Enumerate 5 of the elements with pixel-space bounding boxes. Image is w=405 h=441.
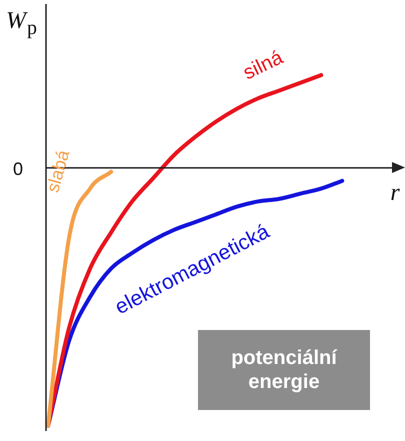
text: slabá bbox=[42, 148, 74, 195]
text: 0 bbox=[12, 158, 24, 179]
x-axis-title: r bbox=[390, 180, 400, 206]
label-box: potenciální energie bbox=[198, 330, 370, 410]
text: silná bbox=[240, 46, 288, 84]
